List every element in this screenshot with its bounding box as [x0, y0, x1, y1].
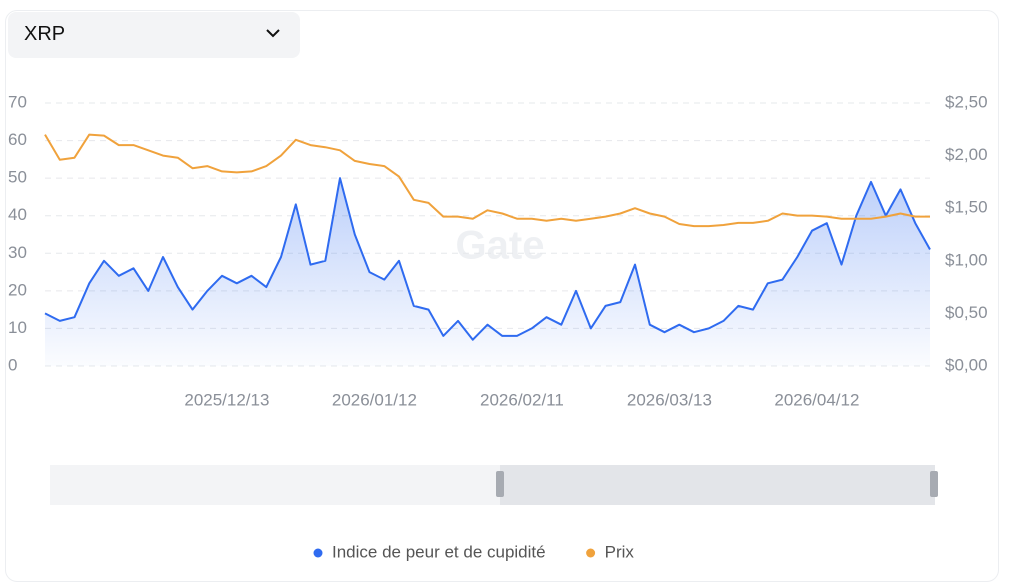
page: XRP Gate 0 10 20 30 40 50 60 70 $0,00 $0,50 $1,00 $… — [5, 10, 999, 582]
asset-selector[interactable]: XRP — [8, 12, 300, 58]
chevron — [266, 29, 280, 38]
asset-name: XRP — [24, 23, 66, 45]
chart-card — [5, 10, 999, 582]
